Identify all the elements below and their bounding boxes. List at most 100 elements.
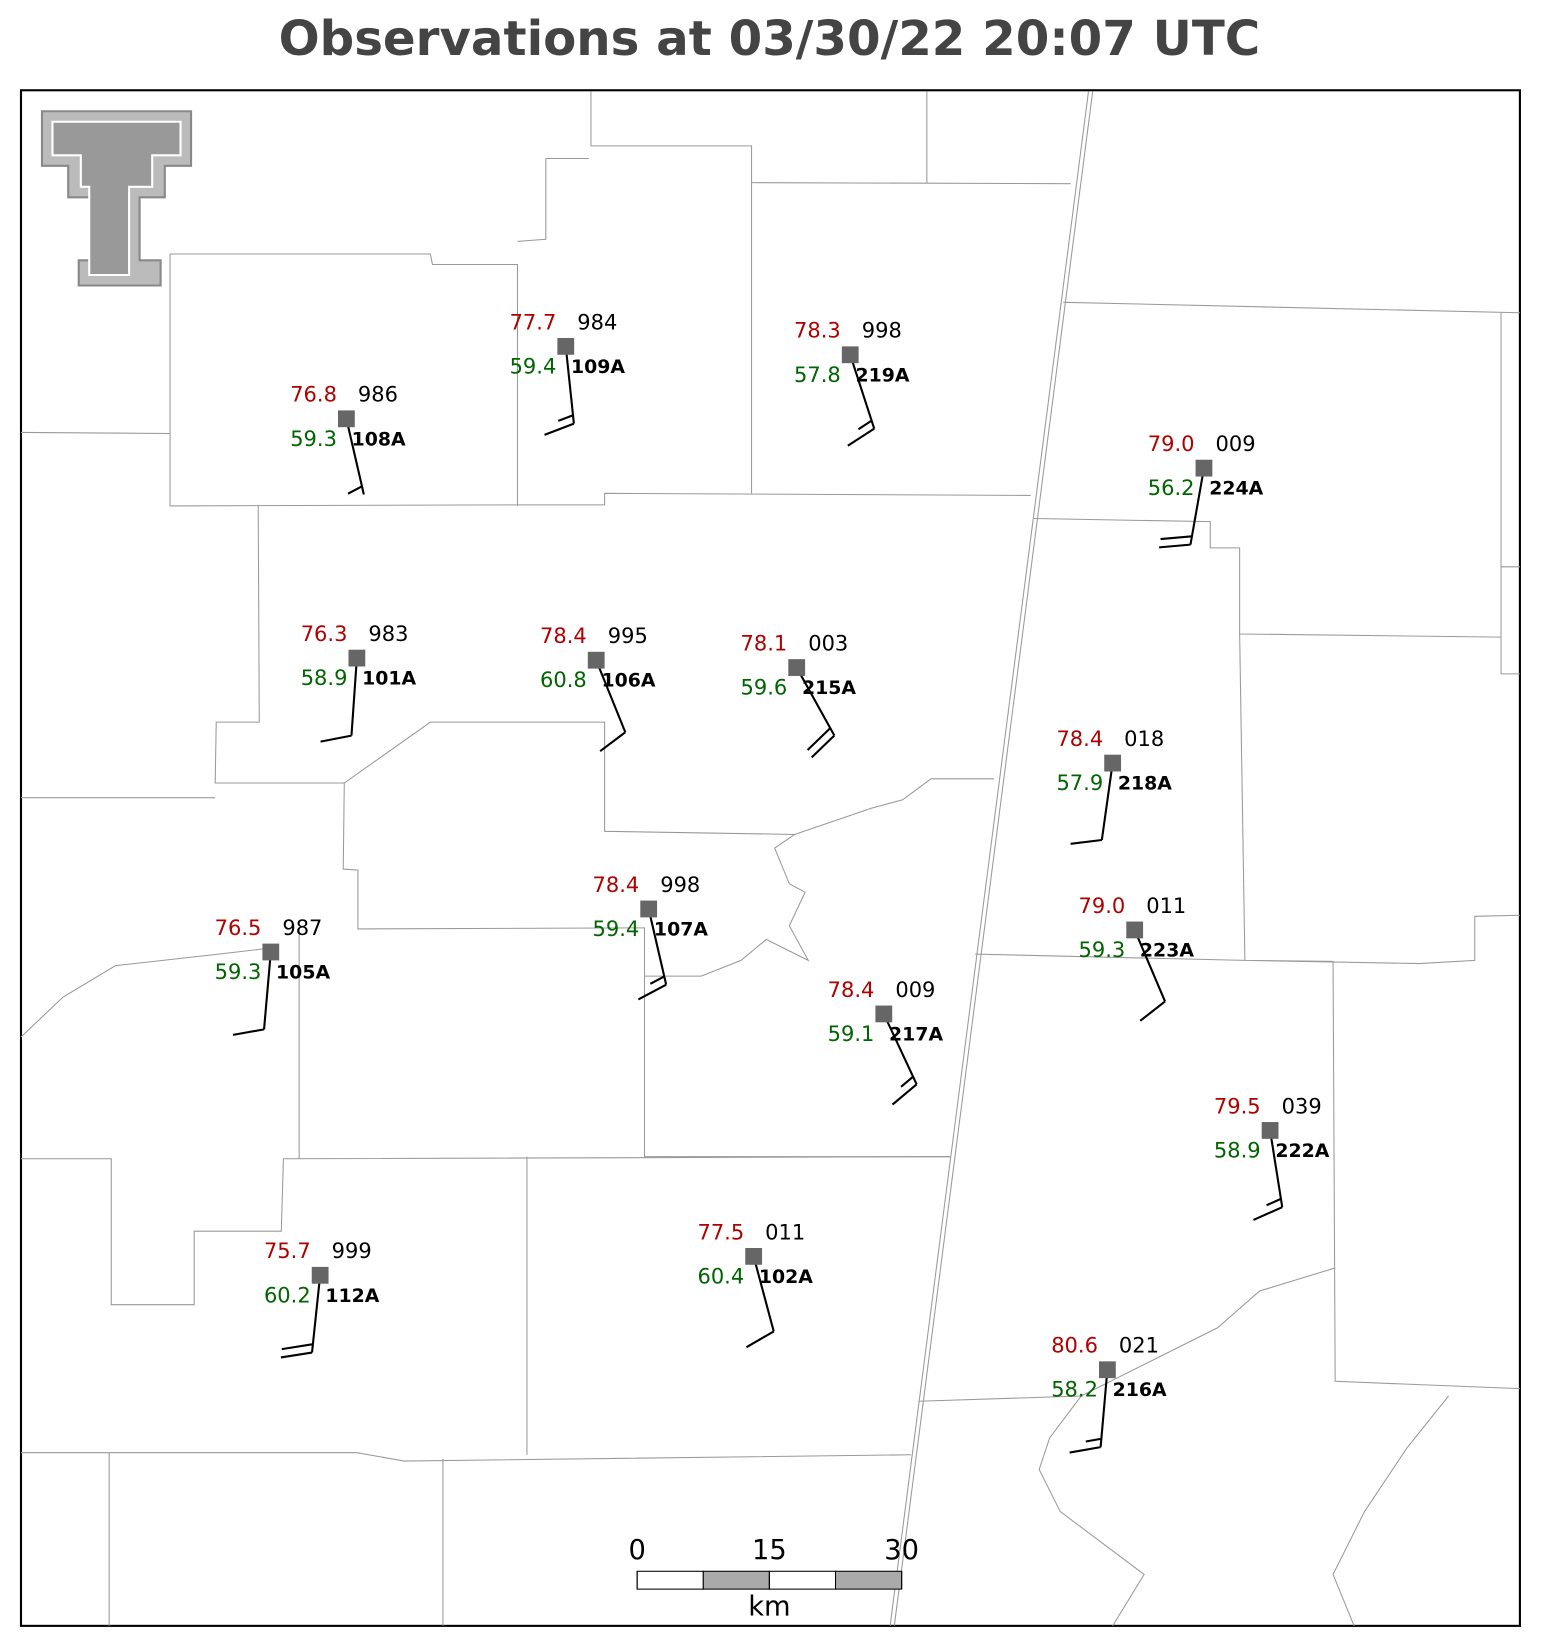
boundaries [20, 91, 1520, 1627]
dewpoint: 60.8 [540, 668, 587, 692]
pressure: 003 [808, 631, 848, 655]
station-id: 107A [654, 918, 708, 940]
dewpoint: 59.6 [741, 676, 788, 700]
station-id: 215A [802, 677, 856, 699]
station-marker [788, 659, 806, 676]
station: 79.5 039 58.9 222A [1214, 1094, 1330, 1221]
station-id: 102A [759, 1266, 813, 1288]
temperature: 78.4 [593, 873, 640, 897]
wind-barb [280, 1275, 322, 1359]
scale-label: 30 [884, 1535, 919, 1566]
station-marker [745, 1247, 763, 1265]
temperature: 78.1 [741, 631, 788, 655]
station-id: 218A [1118, 773, 1172, 795]
station: 78.4 995 60.8 106A [540, 624, 656, 753]
scale-bar: 0 15 30 km [628, 1535, 919, 1623]
title: Observations at 03/30/22 20:07 UTC [279, 11, 1261, 67]
station: 76.5 987 59.3 105A [215, 916, 330, 1036]
wind-barb [637, 908, 668, 1001]
pressure: 018 [1124, 727, 1164, 751]
temperature: 79.0 [1148, 432, 1195, 456]
wind-barb [544, 346, 575, 436]
dewpoint: 59.4 [593, 917, 640, 941]
station-id: 108A [352, 428, 406, 450]
pressure: 987 [282, 916, 322, 940]
station-id: 222A [1275, 1140, 1329, 1162]
station-id: 106A [601, 670, 655, 692]
temperature: 78.4 [1056, 727, 1103, 751]
station: 78.4 009 59.1 217A [828, 978, 943, 1106]
station-marker [1098, 1361, 1116, 1379]
station-marker [1104, 754, 1122, 772]
pressure: 998 [862, 319, 902, 343]
station-marker [1195, 459, 1213, 477]
station: 76.3 983 58.9 101A [301, 622, 417, 743]
dewpoint: 60.4 [697, 1264, 744, 1288]
dewpoint: 59.3 [290, 427, 337, 451]
wind-barb [1070, 762, 1114, 845]
station-marker [348, 649, 366, 667]
dewpoint: 56.2 [1148, 476, 1195, 500]
station-id: 217A [889, 1023, 943, 1045]
logo [40, 110, 193, 287]
temperature: 76.5 [215, 916, 262, 940]
temperature: 79.0 [1079, 894, 1126, 918]
dewpoint: 57.9 [1056, 771, 1103, 795]
station: 79.0 009 56.2 224A [1148, 432, 1264, 549]
dewpoint: 58.9 [301, 666, 348, 690]
temperature: 78.4 [540, 624, 587, 648]
wind-barb [1133, 929, 1166, 1022]
wind-barb [1069, 1369, 1109, 1454]
temperature: 77.7 [510, 310, 557, 334]
station-id: 105A [276, 961, 330, 983]
station: 77.5 011 60.4 102A [697, 1220, 813, 1349]
scale-unit: km [748, 1592, 790, 1623]
station-marker [262, 943, 280, 961]
station-id: 101A [362, 668, 416, 690]
temperature: 76.3 [301, 622, 348, 646]
station-id: 109A [571, 356, 625, 378]
pressure: 011 [765, 1220, 805, 1244]
station-id: 223A [1140, 939, 1194, 961]
wind-barb [882, 1013, 918, 1106]
station-marker [841, 346, 859, 364]
pressure: 983 [368, 622, 408, 646]
dewpoint: 59.3 [215, 960, 262, 984]
dewpoint: 58.2 [1051, 1378, 1098, 1402]
temperature: 78.4 [828, 978, 875, 1002]
pressure: 986 [358, 383, 398, 407]
station-id: 224A [1209, 478, 1263, 500]
wind-barb [1253, 1130, 1284, 1221]
station: 78.1 003 59.6 215A [741, 631, 856, 759]
scale-segment [835, 1570, 903, 1590]
station-marker [1126, 921, 1144, 939]
station-marker [557, 337, 575, 355]
station: 80.6 021 58.2 216A [1051, 1334, 1167, 1454]
pressure: 999 [332, 1239, 372, 1263]
wind-barb [232, 951, 272, 1036]
scale-segment [702, 1570, 770, 1590]
wind-barb [795, 667, 836, 759]
dewpoint: 58.9 [1214, 1138, 1261, 1162]
wind-barb [320, 658, 358, 743]
temperature: 77.5 [697, 1220, 744, 1244]
pressure: 998 [660, 873, 700, 897]
station-marker [311, 1266, 329, 1284]
pressure: 984 [577, 310, 617, 334]
temperature: 79.5 [1214, 1094, 1261, 1118]
pressure: 021 [1119, 1334, 1159, 1358]
station: 78.4 018 57.9 218A [1056, 727, 1172, 845]
dewpoint: 60.2 [264, 1283, 311, 1307]
station-marker [1261, 1122, 1279, 1139]
station-id: 216A [1113, 1379, 1167, 1401]
scale-segment [636, 1570, 704, 1590]
station: 77.7 984 59.4 109A [510, 310, 625, 436]
wind-barb [345, 418, 365, 495]
dewpoint: 59.1 [828, 1022, 875, 1046]
wind-barb [595, 659, 627, 753]
temperature: 78.3 [794, 319, 841, 343]
wind-barb [1159, 467, 1205, 549]
scale-label: 0 [628, 1535, 645, 1566]
